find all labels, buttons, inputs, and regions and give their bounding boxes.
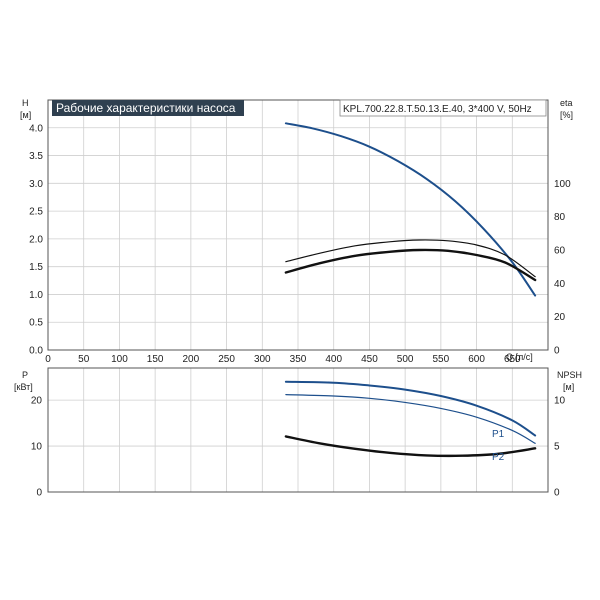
top-curve-1 — [285, 239, 536, 278]
y2-tick-label-5: 100 — [554, 179, 571, 190]
model-box — [339, 99, 547, 117]
bottom-curve-1 — [285, 394, 536, 444]
top-x-axis-label: Q [л/с] — [506, 352, 533, 362]
x-tick-label-1: 50 — [78, 354, 90, 365]
y-tick-label-3: 1.5 — [29, 262, 43, 273]
bottom-y-tick-labels: 0 10 20 — [31, 396, 43, 499]
bottom-curve-2 — [284, 435, 537, 458]
npsh-tick-label-2: 10 — [554, 396, 566, 407]
y-tick-label-0: 0.0 — [29, 346, 43, 357]
y-tick-label-7: 3.5 — [29, 151, 43, 162]
x-tick-label-10: 500 — [397, 354, 414, 365]
p2-curve-label: P2 — [492, 452, 505, 463]
x-tick-label-6: 300 — [254, 354, 271, 365]
bottom-y2-tick-labels: 0 5 10 — [554, 396, 566, 499]
top-plot-frame — [47, 99, 549, 351]
top-plot-grid — [47, 100, 548, 351]
top-y2label-unit: [%] — [560, 110, 573, 120]
y-tick-label-2: 1.0 — [29, 290, 43, 301]
y-tick-label-1: 0.5 — [29, 318, 43, 329]
bottom-ylabel-name: P — [22, 370, 28, 380]
chart-title: Рабочие характеристики насоса — [56, 101, 236, 115]
x-tick-label-3: 150 — [147, 354, 164, 365]
bottom-curve-0 — [284, 380, 537, 437]
y-tick-label-8: 4.0 — [29, 123, 43, 134]
bottom-ylabel-unit: [кВт] — [14, 382, 33, 392]
top-curve-2 — [284, 248, 537, 282]
y2-tick-label-3: 60 — [554, 246, 566, 257]
p-tick-label-1: 10 — [31, 442, 43, 453]
x-tick-label-13: 650 — [504, 354, 521, 365]
npsh-tick-label-0: 0 — [554, 488, 560, 499]
title-banner — [52, 100, 244, 116]
x-tick-label-7: 350 — [290, 354, 307, 365]
bottom-plot-grid — [47, 368, 548, 493]
x-tick-label-8: 400 — [325, 354, 342, 365]
bottom-y2label-name: NPSH — [557, 370, 582, 380]
top-y2-tick-labels: 0 20 40 60 80 100 — [554, 179, 571, 357]
p-tick-label-0: 0 — [36, 488, 42, 499]
p-tick-label-2: 20 — [31, 396, 43, 407]
top-curve-0 — [284, 122, 537, 297]
x-tick-label-12: 600 — [468, 354, 485, 365]
top-ylabel-unit: [м] — [20, 110, 31, 120]
npsh-tick-label-1: 5 — [554, 442, 560, 453]
top-x-tick-labels: 0 50 100 150 200 250 300 350 400 450 500 550 600 650 — [45, 354, 521, 365]
x-tick-label-9: 450 — [361, 354, 378, 365]
top-ylabel-name: H — [22, 98, 29, 108]
bottom-series — [284, 380, 537, 458]
y2-tick-label-0: 0 — [554, 346, 560, 357]
bottom-y2label-unit: [м] — [563, 382, 574, 392]
pump-model-label: KPL.700.22.8.T.50.13.E.40, 3*400 V, 50Hz — [343, 104, 532, 115]
x-tick-label-5: 250 — [218, 354, 235, 365]
x-tick-label-11: 550 — [433, 354, 450, 365]
y2-tick-label-4: 80 — [554, 212, 566, 223]
top-y-tick-labels: 0.0 0.5 1.0 1.5 2.0 2.5 3.0 3.5 4.0 — [29, 123, 43, 356]
top-y2label-name: eta — [560, 98, 573, 108]
y-tick-label-4: 2.0 — [29, 234, 43, 245]
p1-curve-label: P1 — [492, 429, 505, 440]
x-tick-label-4: 200 — [183, 354, 200, 365]
top-series — [284, 122, 537, 297]
y-tick-label-6: 3.0 — [29, 179, 43, 190]
y2-tick-label-2: 40 — [554, 279, 566, 290]
x-tick-label-2: 100 — [111, 354, 128, 365]
bottom-plot-frame — [47, 367, 549, 493]
x-tick-label-0: 0 — [45, 354, 51, 365]
y-tick-label-5: 2.5 — [29, 207, 43, 218]
y2-tick-label-1: 20 — [554, 312, 566, 323]
